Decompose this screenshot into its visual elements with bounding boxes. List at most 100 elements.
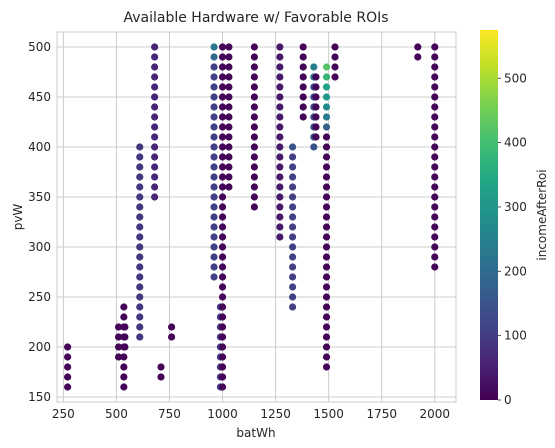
x-tick-label: 750 (158, 407, 181, 421)
data-point (312, 103, 320, 111)
data-point (136, 253, 144, 261)
data-point (322, 233, 331, 241)
data-point (218, 73, 227, 81)
data-point (136, 153, 144, 161)
colorbar-tick-labels: 0 100 200 300 400 500 (498, 71, 527, 407)
data-point (218, 183, 227, 191)
data-point (431, 183, 439, 191)
data-point (114, 333, 123, 341)
data-point (151, 83, 159, 91)
colorbar-tick-label: 400 (504, 136, 527, 150)
x-tick-label: 2000 (420, 407, 451, 421)
data-point (218, 163, 227, 171)
data-point (288, 233, 297, 241)
data-point (312, 73, 320, 81)
data-point (276, 83, 284, 91)
data-point (210, 73, 218, 81)
data-point (431, 163, 439, 171)
data-point (250, 203, 258, 211)
data-point (299, 113, 307, 121)
data-point (250, 123, 258, 131)
data-point (331, 43, 339, 51)
data-point (276, 233, 284, 241)
data-point (250, 153, 258, 161)
data-point (136, 213, 144, 221)
data-point (121, 333, 129, 341)
data-point (64, 343, 72, 351)
data-point (276, 173, 284, 181)
data-point (136, 323, 144, 331)
data-point (276, 213, 284, 221)
data-point (276, 153, 284, 161)
data-point (431, 63, 439, 71)
data-point (210, 183, 218, 191)
data-point (136, 293, 144, 301)
data-point (218, 343, 227, 351)
data-point (151, 133, 159, 141)
data-point (276, 133, 284, 141)
data-point (322, 223, 331, 231)
data-point (322, 133, 331, 141)
data-point (250, 53, 258, 61)
data-point (250, 193, 258, 201)
data-point (431, 93, 439, 101)
data-point (312, 133, 320, 141)
colorbar-tick-label: 200 (504, 264, 527, 278)
data-point (322, 173, 331, 181)
data-point (322, 353, 331, 361)
data-point (310, 143, 318, 151)
data-point (210, 43, 218, 51)
data-point (218, 333, 227, 341)
data-point (136, 333, 144, 341)
data-point (276, 123, 284, 131)
data-point (299, 43, 307, 51)
data-point (210, 243, 218, 251)
x-tick-label: 1000 (207, 407, 238, 421)
data-point (151, 63, 159, 71)
data-point (431, 113, 439, 121)
data-point (136, 183, 144, 191)
data-point (414, 53, 422, 61)
data-point (322, 113, 331, 121)
data-point (218, 253, 227, 261)
data-point (322, 343, 331, 351)
data-point (299, 93, 307, 101)
data-point (288, 203, 297, 211)
data-point (331, 63, 339, 71)
y-tick-label: 200 (28, 340, 51, 354)
data-point (331, 53, 339, 61)
data-point (210, 143, 218, 151)
data-point (276, 143, 284, 151)
data-point (210, 113, 218, 121)
data-point (218, 143, 227, 151)
data-point (250, 113, 258, 121)
data-point (151, 73, 159, 81)
y-axis-label: pvW (11, 204, 25, 231)
data-point (218, 113, 227, 121)
data-point (250, 173, 258, 181)
colorbar (480, 30, 498, 400)
data-point (288, 263, 297, 271)
data-point (218, 153, 227, 161)
data-point (322, 253, 331, 261)
data-point (120, 313, 128, 321)
data-point (288, 243, 297, 251)
data-point (322, 263, 331, 271)
chart-title: Available Hardware w/ Favorable ROIs (123, 10, 388, 26)
data-point (210, 123, 218, 131)
data-point (322, 93, 331, 101)
data-point (322, 163, 331, 171)
data-point (288, 273, 297, 281)
y-tick-label: 300 (28, 240, 51, 254)
y-tick-label: 400 (28, 140, 51, 154)
data-point (322, 293, 331, 301)
x-tick-label: 250 (52, 407, 75, 421)
data-point (322, 103, 331, 111)
data-point (218, 353, 227, 361)
data-point (250, 93, 258, 101)
data-point (322, 123, 331, 131)
data-point (288, 223, 297, 231)
data-point (114, 353, 123, 361)
data-point (218, 233, 227, 241)
data-point (431, 83, 439, 91)
